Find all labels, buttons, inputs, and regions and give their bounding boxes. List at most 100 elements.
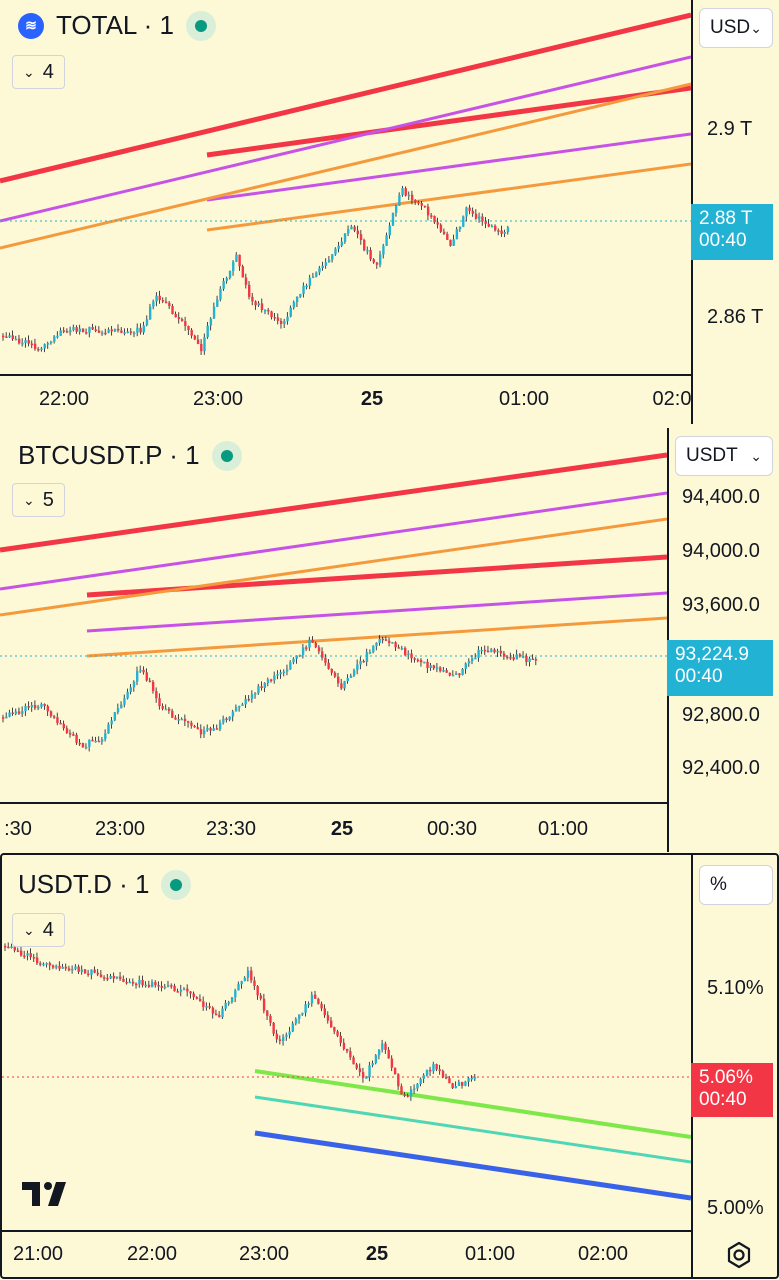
candle [196,339,200,344]
candle [107,724,110,734]
candle [77,966,80,972]
candle [331,254,334,260]
candle [49,711,53,717]
trend-line-red[interactable] [0,12,691,184]
candle [374,1055,378,1064]
candle [477,649,480,658]
candle [426,206,430,216]
candle [139,669,142,672]
currency-dropdown[interactable]: % [699,865,773,905]
candle [260,686,263,689]
candle [46,706,50,712]
currency-dropdown[interactable]: USDT ⌄ [675,436,773,476]
symbol-header[interactable]: USDT.D · 1 [18,869,192,900]
candle [291,1023,295,1032]
trend-line-red[interactable] [0,452,667,553]
candle [253,980,256,987]
market-status-icon[interactable] [161,869,192,900]
price-axis-label: 2.86 T [707,306,764,328]
candle [33,343,37,349]
candle [384,639,388,641]
candle [285,669,289,672]
candle [193,335,197,340]
candle [179,989,183,992]
candle [336,1031,339,1036]
candle [282,1036,285,1041]
time-axis-label: 22:00 [126,1243,178,1265]
candle [321,265,324,269]
trend-line-purple[interactable] [0,55,691,223]
candle [180,318,184,322]
symbol-title[interactable]: USDT.D · 1 [18,869,150,899]
candle [202,1001,205,1007]
trend-line-blue[interactable] [254,1130,691,1201]
candle [256,986,259,996]
trend-line-red[interactable] [206,85,691,158]
candle [141,979,144,986]
candle [388,640,391,643]
tradingview-logo-icon[interactable] [22,1180,78,1208]
chart-canvas-total[interactable] [0,0,691,374]
symbol-title[interactable]: BTCUSDT.P · 1 [18,440,200,470]
candle [234,707,238,712]
trend-line-purple[interactable] [0,491,667,591]
time-axis-label: 01:00 [464,1243,516,1265]
indicators-collapse-button[interactable]: ⌄ 5 [12,483,65,517]
trend-line-orange[interactable] [0,517,667,617]
candle [350,226,353,230]
candle [135,983,138,986]
time-axis-label: 25 [365,1243,389,1265]
indicators-collapse-button[interactable]: ⌄ 4 [12,913,65,947]
symbol-title[interactable]: TOTAL · 1 [56,10,174,40]
candle [59,722,62,725]
symbol-header[interactable]: ≋ TOTAL · 1 [18,10,216,41]
trend-line-purple[interactable] [206,132,691,202]
trend-line-teal[interactable] [254,1095,691,1164]
candle [314,642,318,648]
candle [168,302,171,307]
candle [61,966,64,969]
candle [227,1002,231,1004]
candle [120,330,123,333]
candle [167,708,171,711]
chart-canvas-usdtd[interactable] [2,855,691,1230]
plot-area-btcusdt[interactable] [0,428,667,802]
trend-line-orange[interactable] [206,162,691,232]
candle [113,712,117,721]
candle [321,651,324,658]
candle [413,1088,416,1090]
symbol-header[interactable]: BTCUSDT.P · 1 [18,440,242,471]
plot-area-usdtd[interactable] [2,855,691,1230]
currency-dropdown[interactable]: USD ⌄ [699,8,773,48]
trend-line-purple[interactable] [86,591,667,633]
chart-panel-total[interactable]: ≋ TOTAL · 1 ⌄ 4 USD ⌄ 2.9 T 2.86 T 2.88 … [0,0,779,424]
candle [155,691,158,699]
candle [212,306,216,319]
trend-line-green[interactable] [254,1069,691,1139]
candle [43,704,46,707]
candle [78,328,82,332]
trend-line-orange[interactable] [0,82,691,250]
candle [234,990,237,998]
market-status-icon[interactable] [211,440,242,471]
candle [327,662,330,669]
candle [160,986,164,988]
chart-panel-btcusdt[interactable]: BTCUSDT.P · 1 ⌄ 5 USDT ⌄ 94,400.0 94,000… [0,428,779,852]
candle [96,972,100,975]
settings-gear-icon[interactable] [724,1240,754,1270]
candle [292,658,295,663]
chart-panel-usdtd[interactable]: USDT.D · 1 ⌄ 4 % 5.10% 5.00% 5.06% 00:40… [0,853,779,1279]
candle [356,230,360,235]
market-status-icon[interactable] [186,10,216,41]
candle [107,329,110,333]
trend-line-orange[interactable] [86,616,667,658]
candle [128,981,132,984]
plot-area-total[interactable] [0,0,691,374]
chart-canvas-btcusdt[interactable] [0,428,667,802]
candle [371,1063,374,1066]
candle [180,718,184,721]
candle [433,215,436,223]
candle [490,649,493,652]
candle [237,984,240,991]
indicators-collapse-button[interactable]: ⌄ 4 [12,55,65,89]
